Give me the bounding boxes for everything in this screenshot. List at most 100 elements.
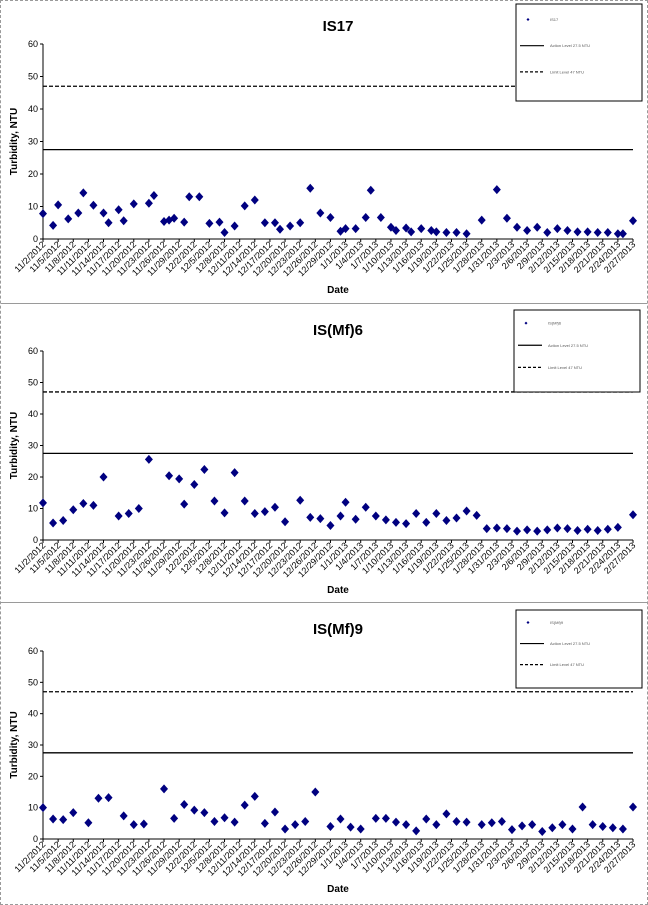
data-point	[598, 821, 607, 831]
data-point	[144, 454, 153, 464]
data-point	[129, 820, 138, 830]
chart-panel-ismf9: IS(Mf)9 0 10 20 30 40 50 60 11/2/2012 11/5/2012 11…	[1, 602, 647, 905]
y-tick-label: 30	[28, 441, 38, 451]
data-point	[119, 811, 128, 821]
data-point	[175, 474, 184, 484]
data-point	[230, 468, 239, 478]
data-point	[220, 228, 229, 237]
legend-label: Action Level 27.5 NTU	[548, 343, 588, 348]
data-point	[296, 218, 305, 228]
data-point	[371, 511, 380, 521]
data-point	[270, 502, 279, 512]
data-point	[210, 496, 219, 506]
data-point	[593, 526, 602, 536]
x-axis-label: Date	[327, 285, 349, 296]
data-point	[39, 209, 47, 219]
legend-marker	[526, 18, 530, 22]
data-point	[220, 508, 229, 518]
data-point	[250, 791, 259, 801]
data-point	[326, 521, 335, 531]
data-point	[391, 226, 400, 236]
data-point	[205, 218, 214, 228]
data-point	[603, 524, 612, 534]
data-point	[402, 223, 411, 233]
chart-svg: IS(Mf)6010203040506011/2/201211/5/201211…	[9, 309, 641, 596]
legend-label: Action Level 27.5 NTU	[550, 641, 590, 646]
data-point	[170, 213, 179, 223]
data-point	[583, 227, 592, 237]
data-point	[104, 793, 113, 803]
data-point	[608, 823, 617, 833]
data-point	[240, 800, 249, 810]
data-point	[588, 820, 597, 830]
data-point	[543, 525, 552, 535]
y-tick-label: 30	[28, 137, 38, 147]
data-point	[432, 820, 441, 830]
data-point	[341, 224, 350, 234]
data-point	[442, 809, 451, 819]
y-tick-label: 40	[28, 409, 38, 419]
legend-marker	[526, 620, 530, 624]
data-point	[260, 507, 269, 517]
y-tick-label: 30	[28, 740, 38, 750]
data-point	[492, 523, 501, 533]
data-point	[311, 787, 320, 797]
data-point	[402, 519, 411, 529]
data-point	[482, 524, 491, 534]
data-point	[553, 224, 562, 234]
data-point	[104, 218, 113, 228]
data-point	[240, 496, 249, 506]
y-tick-label: 0	[33, 234, 38, 244]
data-point	[79, 188, 88, 198]
data-point	[165, 471, 174, 481]
data-point	[613, 229, 622, 239]
data-point	[391, 517, 400, 527]
data-point	[361, 213, 370, 223]
data-point	[200, 464, 209, 474]
data-point	[195, 192, 204, 202]
data-point	[49, 220, 58, 230]
data-point	[502, 213, 511, 223]
data-point	[326, 213, 335, 223]
data-point	[573, 526, 582, 536]
data-point	[563, 226, 572, 236]
chart-panel-ismf6: IS(Mf)6 0 10 20 30 40 50 60 11/2/2012 11/5/2012 11…	[1, 303, 647, 603]
data-point	[64, 214, 73, 224]
data-point	[513, 222, 522, 232]
data-point	[412, 826, 421, 836]
data-point	[563, 524, 572, 534]
data-point	[99, 208, 108, 218]
data-point	[422, 517, 431, 527]
data-point	[351, 224, 360, 234]
legend-marker	[524, 321, 528, 325]
data-point	[371, 813, 380, 823]
data-point	[492, 185, 501, 195]
data-point	[215, 217, 224, 227]
data-point	[452, 228, 461, 237]
data-point	[336, 814, 345, 824]
data-point	[306, 512, 315, 522]
data-point	[316, 208, 325, 218]
chart-svg: IS(Mf)9010203040506011/2/201211/5/201211…	[9, 609, 643, 895]
data-point	[139, 819, 148, 829]
data-point	[291, 820, 300, 830]
y-tick-label: 60	[28, 646, 38, 656]
data-point	[341, 497, 350, 507]
data-point	[477, 215, 486, 225]
data-point	[533, 526, 542, 536]
data-point	[381, 813, 390, 823]
data-point	[39, 803, 47, 813]
data-point	[134, 504, 143, 513]
data-point	[477, 820, 486, 830]
y-tick-label: 50	[28, 677, 38, 687]
data-point	[54, 200, 63, 210]
data-point	[422, 814, 431, 824]
data-point	[124, 509, 133, 519]
data-point	[89, 500, 98, 510]
y-tick-label: 20	[28, 169, 38, 179]
data-point	[518, 821, 527, 831]
data-point	[618, 824, 627, 834]
data-point	[306, 183, 315, 193]
data-point	[442, 228, 451, 237]
data-point	[523, 525, 532, 535]
